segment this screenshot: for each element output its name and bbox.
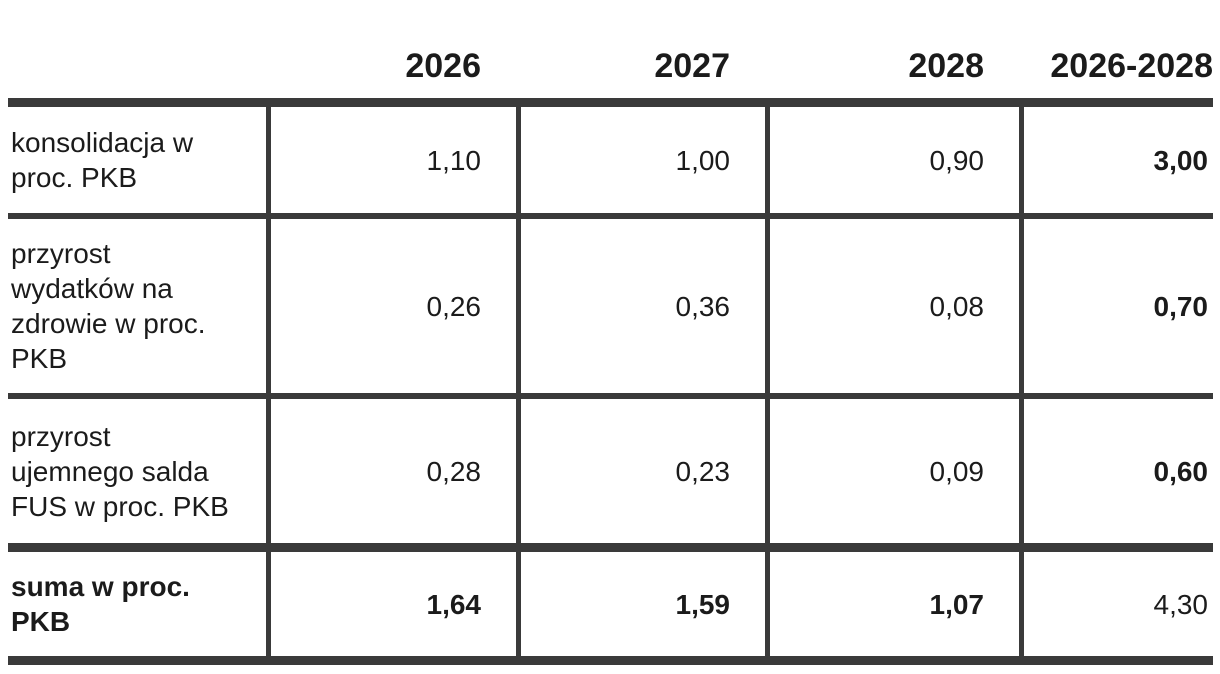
value-2027: 0,36 (516, 213, 765, 393)
row-label: suma w proc. PKB (8, 543, 266, 665)
year-header-2028: 2028 (908, 47, 984, 85)
value-2027: 0,23 (516, 393, 765, 543)
empty-corner-header (8, 0, 266, 98)
value-2026: 1,10 (266, 98, 516, 213)
value-total: 0,70 (1019, 213, 1213, 393)
value-2027: 1,00 (516, 98, 765, 213)
table-row-suma: suma w proc. PKB 1,64 1,59 1,07 4,30 (8, 543, 1213, 665)
value-2026: 0,26 (266, 213, 516, 393)
value-2026: 0,28 (266, 393, 516, 543)
year-header-total-2026-2028: 2026-2028 (1050, 47, 1213, 85)
value-2028: 0,09 (765, 393, 1019, 543)
table-row-wydatki-zdrowie: przyrost wydatków na zdrowie w proc. PKB… (8, 213, 1213, 393)
table-row-konsolidacja: konsolidacja w proc. PKB 1,10 1,00 0,90 … (8, 98, 1213, 213)
value-2027: 1,59 (516, 543, 765, 665)
value-total: 0,60 (1019, 393, 1213, 543)
row-label: konsolidacja w proc. PKB (8, 98, 266, 213)
value-grand-total: 4,30 (1019, 543, 1213, 665)
row-label: przyrost ujemnego salda FUS w proc. PKB (8, 393, 266, 543)
value-2028: 0,08 (765, 213, 1019, 393)
year-header-2026: 2026 (405, 47, 481, 85)
pkb-consolidation-table: 2026 2027 2028 2026-2028 konsolidacja w … (8, 0, 1213, 665)
value-total: 3,00 (1019, 98, 1213, 213)
value-2026: 1,64 (266, 543, 516, 665)
value-2028: 0,90 (765, 98, 1019, 213)
table-row-saldo-fus: przyrost ujemnego salda FUS w proc. PKB … (8, 393, 1213, 543)
row-label: przyrost wydatków na zdrowie w proc. PKB (8, 213, 266, 393)
table-header-row: 2026 2027 2028 2026-2028 (8, 0, 1213, 98)
year-header-2027: 2027 (654, 47, 730, 85)
value-2028: 1,07 (765, 543, 1019, 665)
